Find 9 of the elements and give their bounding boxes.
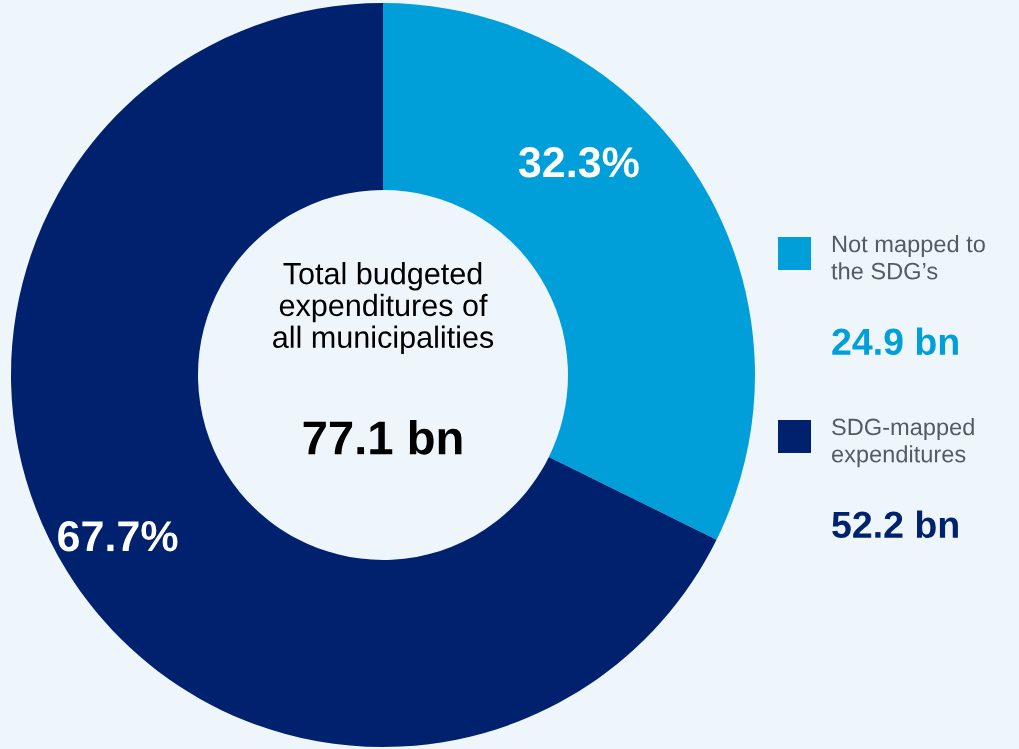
- data-label: 67.7%: [58, 521, 178, 552]
- text: 24.9 bn: [832, 327, 958, 356]
- legend-label: Not mapped to the SDG’s: [831, 235, 985, 280]
- donut-slice: [11, 3, 717, 747]
- text: 77.1 bn: [303, 419, 462, 455]
- text: Total budgeted expenditures of all municipalities: [273, 261, 494, 355]
- legend-label: SDG-mapped expenditures: [832, 418, 974, 468]
- data-label: 32.3%: [518, 147, 639, 178]
- text: 52.2 bn: [832, 510, 958, 539]
